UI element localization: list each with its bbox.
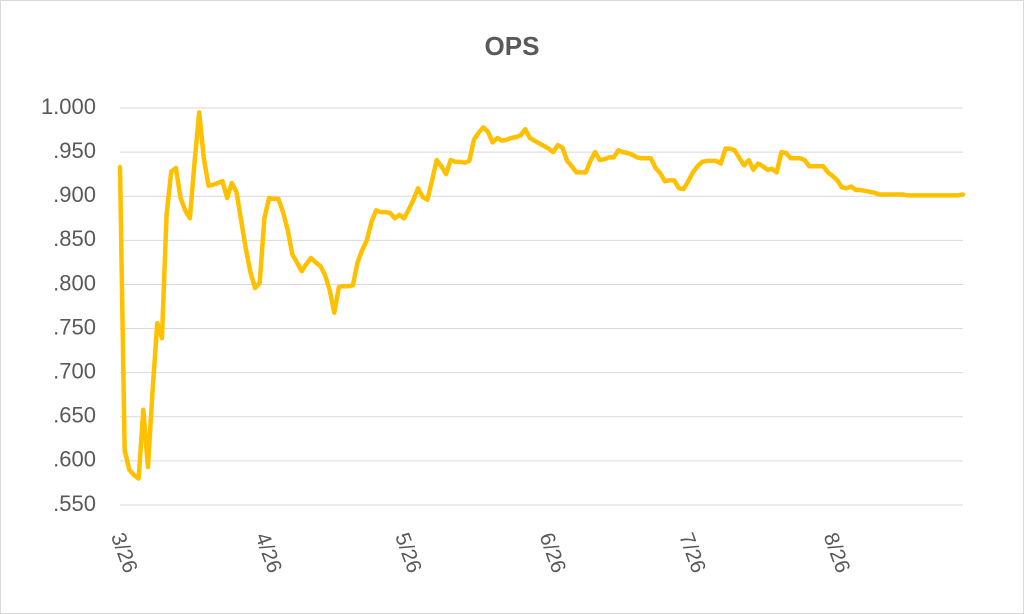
- y-tick-label: .850: [53, 226, 96, 251]
- data-line: [117, 110, 966, 481]
- y-tick-label: .950: [53, 138, 96, 163]
- y-tick-label: .750: [53, 314, 96, 339]
- y-tick-label: .700: [53, 358, 96, 383]
- y-tick-label: .600: [53, 447, 96, 472]
- y-tick-label: .900: [53, 182, 96, 207]
- y-tick-label: .800: [53, 270, 96, 295]
- y-tick-label: 1.000: [41, 94, 96, 119]
- y-tick-label: .550: [53, 491, 96, 516]
- chart-title: OPS: [485, 31, 540, 61]
- y-tick-label: .650: [53, 403, 96, 428]
